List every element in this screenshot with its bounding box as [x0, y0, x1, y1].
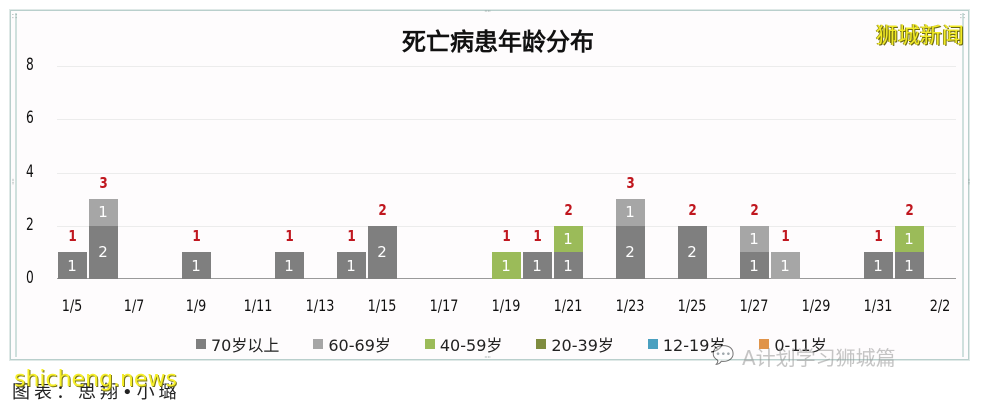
legend-label: 20-39岁 [551, 336, 614, 355]
bar-segment: 1 [181, 252, 211, 279]
legend-label: 0-11岁 [774, 336, 827, 355]
legend-swatch-icon [313, 339, 324, 349]
legend: 70岁以上 60-69岁 40-59岁 20-39岁 12-19岁 0-11岁 [196, 332, 861, 356]
total-label: 1 [501, 227, 511, 246]
x-tick-label: 1/17 [429, 296, 459, 315]
resize-handle-top-left[interactable]: ∷ [12, 12, 17, 21]
bar-segment: 2 [677, 225, 707, 279]
x-tick-label: 1/9 [185, 296, 207, 315]
resize-handle-top[interactable]: ···· [484, 7, 491, 16]
bar-segment: 1 [274, 252, 304, 279]
total-label: 1 [67, 227, 77, 246]
bar-segment: 1 [863, 252, 893, 279]
legend-label: 40-59岁 [439, 336, 503, 355]
legend-item: 0-11岁 [759, 332, 827, 356]
chart-credit: 图表：思翔•小璐 [12, 382, 181, 403]
y-tick-label: 2 [26, 214, 34, 235]
bar-segment: 1 [894, 252, 924, 279]
legend-label: 12-19岁 [662, 336, 726, 355]
legend-swatch-icon [424, 339, 435, 349]
x-tick-label: 1/13 [305, 296, 335, 315]
legend-swatch-icon [536, 339, 547, 349]
bar-segment: 1 [522, 252, 552, 279]
bar-segment: 1 [770, 252, 800, 279]
x-tick-label: 1/27 [739, 296, 769, 315]
bar-segment: 1 [894, 225, 924, 253]
chart-frame [10, 10, 969, 360]
resize-handle-left[interactable]: ···· [8, 178, 17, 185]
x-tick-label: 1/19 [491, 296, 521, 315]
y-tick-label: 8 [26, 55, 34, 75]
legend-item: 70岁以上 [196, 332, 279, 356]
x-tick-label: 1/29 [801, 296, 831, 315]
gridline [57, 172, 956, 174]
x-tick-label: 1/31 [863, 296, 893, 315]
wechat-icon: 💬 [712, 345, 735, 366]
bar-segment: 2 [88, 225, 118, 279]
total-label: 1 [780, 227, 790, 246]
legend-label: 60-69岁 [328, 336, 391, 355]
total-label: 1 [284, 227, 294, 246]
bar-segment: 2 [367, 225, 397, 279]
bar-segment: 1 [553, 252, 583, 279]
total-label: 2 [563, 200, 573, 219]
legend-item: 12-19岁 [647, 332, 726, 356]
total-label: 1 [873, 227, 883, 246]
site-watermark: shicheng.news [14, 367, 177, 392]
brand-watermark: 狮城新闻 [876, 24, 965, 49]
total-label: 2 [904, 200, 914, 219]
bar-segment: 1 [739, 252, 769, 279]
account-watermark: A计划学习狮城篇 [742, 346, 896, 370]
y-tick-label: 6 [26, 108, 34, 129]
bar-segment: 1 [88, 199, 118, 226]
total-label: 1 [532, 227, 542, 246]
x-tick-label: 1/23 [615, 296, 645, 315]
total-label: 3 [625, 174, 635, 193]
chart-title: 死亡病患年龄分布 [402, 28, 594, 56]
x-tick-label: 1/15 [367, 296, 397, 315]
bar-segment: 1 [553, 225, 583, 253]
legend-swatch-icon [196, 339, 206, 349]
resize-handle-top-right[interactable]: ∷ [960, 12, 965, 21]
total-label: 2 [377, 200, 387, 219]
resize-handle-right[interactable]: ···· [964, 178, 973, 185]
total-label: 2 [749, 200, 759, 219]
resize-handle-bottom[interactable]: ···· [484, 353, 491, 362]
legend-label: 70岁以上 [211, 336, 280, 355]
bar-segment: 1 [615, 199, 645, 226]
y-tick-label: 4 [26, 161, 34, 182]
chart-frame-inner [15, 13, 964, 357]
total-label: 3 [98, 174, 108, 193]
legend-swatch-icon [647, 339, 658, 349]
x-tick-label: 1/25 [677, 296, 707, 315]
x-tick-label: 1/21 [553, 296, 583, 315]
x-tick-label: 1/11 [243, 296, 273, 315]
gridline [57, 225, 956, 227]
x-tick-label: 2/2 [929, 296, 951, 315]
bar-segment: 1 [739, 225, 769, 253]
x-tick-label: 1/5 [61, 296, 83, 315]
bar-segment: 1 [57, 252, 87, 279]
legend-item: 60-69岁 [313, 332, 391, 356]
legend-swatch-icon [759, 339, 770, 349]
gridline [57, 66, 956, 67]
gridline [57, 119, 956, 121]
total-label: 1 [191, 227, 201, 246]
x-tick-label: 1/7 [123, 296, 145, 315]
total-label: 1 [346, 227, 356, 246]
legend-item: 40-59岁 [424, 332, 503, 356]
bar-segment: 1 [491, 252, 521, 279]
bar-segment: 1 [336, 252, 366, 279]
total-label: 2 [687, 200, 697, 219]
legend-item: 20-39岁 [536, 332, 614, 356]
y-tick-label: 0 [26, 268, 34, 288]
bar-segment: 2 [615, 225, 645, 279]
